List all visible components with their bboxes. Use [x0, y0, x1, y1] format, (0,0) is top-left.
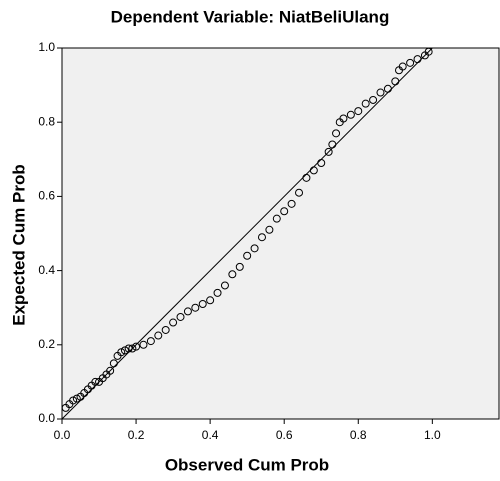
x-tick-label: 0.0	[54, 428, 71, 442]
point	[369, 95, 378, 104]
point	[324, 147, 333, 156]
x-axis-label: Observed Cum Prob	[165, 455, 329, 474]
x-tick-label: 1.0	[424, 428, 441, 442]
point	[124, 344, 133, 353]
point	[302, 173, 311, 182]
point	[176, 312, 185, 321]
point	[413, 55, 422, 64]
point	[424, 47, 433, 56]
y-tick-label: 1.0	[38, 40, 55, 54]
point	[128, 344, 137, 353]
point	[332, 129, 341, 138]
point	[328, 140, 337, 149]
point	[72, 394, 81, 403]
point	[272, 214, 281, 223]
chart-title: Dependent Variable: NiatBeliUlang	[111, 7, 390, 26]
point	[91, 377, 100, 386]
point	[206, 296, 215, 305]
point	[317, 159, 326, 168]
point	[139, 340, 148, 349]
point	[117, 348, 126, 357]
reference-line	[61, 47, 433, 420]
y-tick-label: 0.4	[38, 263, 55, 277]
point	[361, 99, 370, 108]
point	[183, 307, 192, 316]
point	[220, 281, 229, 290]
point	[406, 58, 415, 67]
point	[146, 337, 155, 346]
point	[280, 207, 289, 216]
y-tick-label: 0.8	[38, 114, 55, 128]
point	[257, 233, 266, 242]
point	[161, 325, 170, 334]
y-tick-label: 0.6	[38, 189, 55, 203]
point	[213, 288, 222, 297]
point	[287, 199, 296, 208]
point	[198, 299, 207, 308]
point	[109, 359, 118, 368]
point	[235, 262, 244, 271]
point	[265, 225, 274, 234]
point	[346, 110, 355, 119]
point	[169, 318, 178, 327]
point	[228, 270, 237, 279]
y-axis-label: Expected Cum Prob	[9, 164, 28, 326]
point	[243, 251, 252, 260]
point	[120, 346, 129, 355]
y-tick-label: 0.0	[38, 411, 55, 425]
point	[250, 244, 259, 253]
point	[376, 88, 385, 97]
point	[383, 84, 392, 93]
x-tick-label: 0.8	[350, 428, 367, 442]
point	[69, 396, 78, 405]
point	[191, 303, 200, 312]
point	[106, 366, 115, 375]
x-tick-label: 0.2	[128, 428, 145, 442]
plot-area	[61, 47, 500, 420]
point	[132, 342, 141, 351]
point	[309, 166, 318, 175]
point	[339, 114, 348, 123]
point	[295, 188, 304, 197]
point	[154, 331, 163, 340]
y-tick-label: 0.2	[38, 337, 55, 351]
x-tick-label: 0.4	[202, 428, 219, 442]
point	[398, 62, 407, 71]
point	[391, 77, 400, 86]
x-tick-label: 0.6	[276, 428, 293, 442]
point	[354, 107, 363, 116]
